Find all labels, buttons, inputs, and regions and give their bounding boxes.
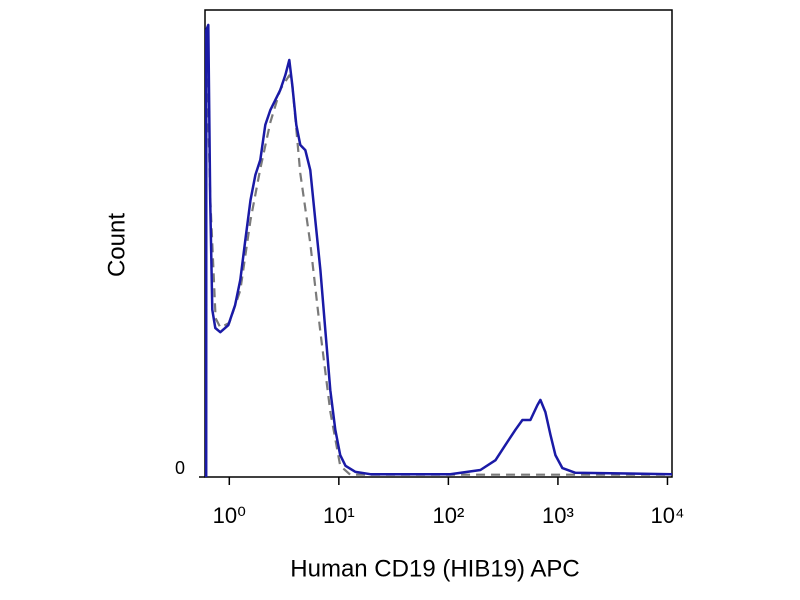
x-axis-label: Human CD19 (HIB19) APC <box>290 555 579 582</box>
x-tick-label: 10³ <box>542 503 574 528</box>
y-axis-label: Count <box>103 213 130 277</box>
histogram-line <box>204 23 673 478</box>
x-tick-label: 10⁴ <box>650 503 684 528</box>
x-tick-label: 10¹ <box>323 503 355 528</box>
x-tick-label: 10⁰ <box>213 503 246 528</box>
y-tick-label: 0 <box>175 458 185 478</box>
plot-frame <box>204 9 673 478</box>
x-tick-label: 10² <box>432 503 464 528</box>
